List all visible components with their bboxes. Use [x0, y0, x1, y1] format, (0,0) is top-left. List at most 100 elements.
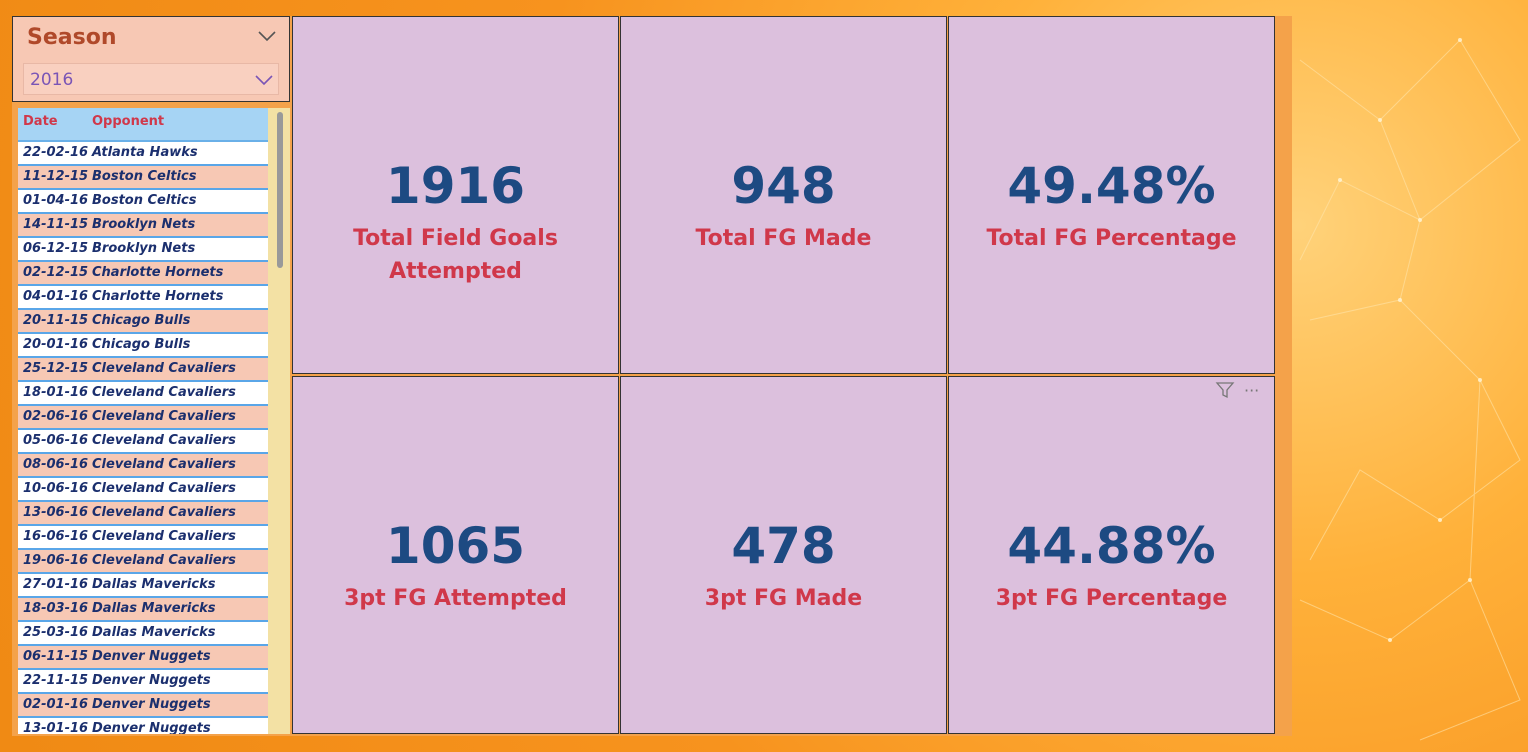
games-table: Date Opponent 22-02-16 Atlanta Hawks 11-12… — [18, 108, 268, 734]
cell-date: 20-01-16 — [23, 337, 89, 352]
column-header-date[interactable]: Date — [23, 114, 58, 129]
card-3pt-fg-attempted[interactable]: 1065 3pt FG Attempted — [292, 376, 619, 734]
cell-date: 06-11-15 — [23, 649, 89, 664]
table-row[interactable]: 13-01-16 Denver Nuggets — [18, 718, 268, 734]
table-row[interactable]: 13-06-16 Cleveland Cavaliers — [18, 502, 268, 526]
cell-opponent: Cleveland Cavaliers — [92, 553, 236, 568]
cell-opponent: Cleveland Cavaliers — [92, 361, 236, 376]
cell-date: 22-02-16 — [23, 145, 89, 160]
table-row[interactable]: 10-06-16 Cleveland Cavaliers — [18, 478, 268, 502]
table-row[interactable]: 20-11-15 Chicago Bulls — [18, 310, 268, 334]
slicer-title: Season — [27, 25, 117, 50]
cell-date: 01-04-16 — [23, 193, 89, 208]
cell-opponent: Cleveland Cavaliers — [92, 505, 236, 520]
table-row[interactable]: 04-01-16 Charlotte Hornets — [18, 286, 268, 310]
cell-date: 11-12-15 — [23, 169, 89, 184]
table-scrollbar[interactable] — [268, 108, 290, 734]
card-label: Total FG Percentage — [986, 226, 1237, 251]
table-row[interactable]: 02-01-16 Denver Nuggets — [18, 694, 268, 718]
cell-opponent: Cleveland Cavaliers — [92, 433, 236, 448]
season-dropdown[interactable]: 2016 — [23, 63, 279, 95]
cell-date: 14-11-15 — [23, 217, 89, 232]
card-value: 478 — [731, 517, 836, 575]
season-selected-value: 2016 — [30, 70, 74, 90]
table-row[interactable]: 02-06-16 Cleveland Cavaliers — [18, 406, 268, 430]
cell-date: 27-01-16 — [23, 577, 89, 592]
table-row[interactable]: 16-06-16 Cleveland Cavaliers — [18, 526, 268, 550]
cell-opponent: Cleveland Cavaliers — [92, 529, 236, 544]
cell-opponent: Boston Celtics — [92, 193, 197, 208]
card-value: 44.88% — [1007, 517, 1216, 575]
cell-opponent: Cleveland Cavaliers — [92, 481, 236, 496]
table-header: Date Opponent — [18, 108, 268, 142]
table-row[interactable]: 18-03-16 Dallas Mavericks — [18, 598, 268, 622]
cell-opponent: Dallas Mavericks — [92, 625, 216, 640]
cell-opponent: Chicago Bulls — [92, 337, 191, 352]
table-row[interactable]: 05-06-16 Cleveland Cavaliers — [18, 430, 268, 454]
more-options-icon[interactable]: ··· — [1244, 381, 1260, 400]
cell-opponent: Denver Nuggets — [92, 649, 211, 664]
filter-icon[interactable] — [1214, 379, 1236, 401]
cell-opponent: Dallas Mavericks — [92, 577, 216, 592]
cell-opponent: Dallas Mavericks — [92, 601, 216, 616]
cell-date: 04-01-16 — [23, 289, 89, 304]
cell-date: 22-11-15 — [23, 673, 89, 688]
cell-opponent: Boston Celtics — [92, 169, 197, 184]
table-row[interactable]: 18-01-16 Cleveland Cavaliers — [18, 382, 268, 406]
cell-date: 02-06-16 — [23, 409, 89, 424]
cell-date: 02-12-15 — [23, 265, 89, 280]
table-row[interactable]: 22-11-15 Denver Nuggets — [18, 670, 268, 694]
card-label: Total Field Goals Attempted — [353, 226, 558, 284]
cell-date: 20-11-15 — [23, 313, 89, 328]
cell-date: 13-01-16 — [23, 721, 89, 734]
cell-opponent: Chicago Bulls — [92, 313, 191, 328]
cell-date: 06-12-15 — [23, 241, 89, 256]
cell-opponent: Cleveland Cavaliers — [92, 385, 236, 400]
card-value: 49.48% — [1007, 157, 1216, 215]
card-value: 1065 — [385, 517, 526, 575]
card-label: 3pt FG Percentage — [995, 586, 1228, 611]
cell-opponent: Brooklyn Nets — [92, 241, 196, 256]
card-3pt-fg-percentage[interactable]: ··· 44.88% 3pt FG Percentage — [948, 376, 1275, 734]
table-row[interactable]: 27-01-16 Dallas Mavericks — [18, 574, 268, 598]
card-label: 3pt FG Made — [704, 586, 863, 611]
card-total-fg-attempted[interactable]: 1916 Total Field Goals Attempted — [292, 16, 619, 374]
card-total-fg-made[interactable]: 948 Total FG Made — [620, 16, 947, 374]
cell-date: 25-12-15 — [23, 361, 89, 376]
cell-date: 25-03-16 — [23, 625, 89, 640]
cell-date: 05-06-16 — [23, 433, 89, 448]
cell-opponent: Atlanta Hawks — [92, 145, 198, 160]
table-row[interactable]: 06-11-15 Denver Nuggets — [18, 646, 268, 670]
table-body: 22-02-16 Atlanta Hawks 11-12-15 Boston Celt… — [18, 142, 268, 734]
table-row[interactable]: 06-12-15 Brooklyn Nets — [18, 238, 268, 262]
table-row[interactable]: 02-12-15 Charlotte Hornets — [18, 262, 268, 286]
table-row[interactable]: 08-06-16 Cleveland Cavaliers — [18, 454, 268, 478]
table-row[interactable]: 14-11-15 Brooklyn Nets — [18, 214, 268, 238]
table-row[interactable]: 25-03-16 Dallas Mavericks — [18, 622, 268, 646]
card-total-fg-percentage[interactable]: 49.48% Total FG Percentage — [948, 16, 1275, 374]
cell-opponent: Denver Nuggets — [92, 697, 211, 712]
cell-date: 13-06-16 — [23, 505, 89, 520]
chevron-down-icon[interactable] — [254, 73, 274, 87]
table-row[interactable]: 19-06-16 Cleveland Cavaliers — [18, 550, 268, 574]
cell-date: 08-06-16 — [23, 457, 89, 472]
column-header-opponent[interactable]: Opponent — [92, 114, 165, 129]
scrollbar-thumb[interactable] — [277, 112, 283, 268]
cell-date: 18-03-16 — [23, 601, 89, 616]
table-row[interactable]: 25-12-15 Cleveland Cavaliers — [18, 358, 268, 382]
card-value: 948 — [731, 157, 836, 215]
table-row[interactable]: 11-12-15 Boston Celtics — [18, 166, 268, 190]
chevron-down-icon[interactable] — [257, 29, 277, 43]
table-row[interactable]: 22-02-16 Atlanta Hawks — [18, 142, 268, 166]
card-3pt-fg-made[interactable]: 478 3pt FG Made — [620, 376, 947, 734]
cell-opponent: Cleveland Cavaliers — [92, 409, 236, 424]
cell-opponent: Cleveland Cavaliers — [92, 457, 236, 472]
cell-date: 19-06-16 — [23, 553, 89, 568]
season-slicer[interactable]: Season 2016 — [12, 16, 290, 102]
table-row[interactable]: 01-04-16 Boston Celtics — [18, 190, 268, 214]
cell-date: 18-01-16 — [23, 385, 89, 400]
table-row[interactable]: 20-01-16 Chicago Bulls — [18, 334, 268, 358]
cell-opponent: Denver Nuggets — [92, 721, 211, 734]
cell-opponent: Brooklyn Nets — [92, 217, 196, 232]
